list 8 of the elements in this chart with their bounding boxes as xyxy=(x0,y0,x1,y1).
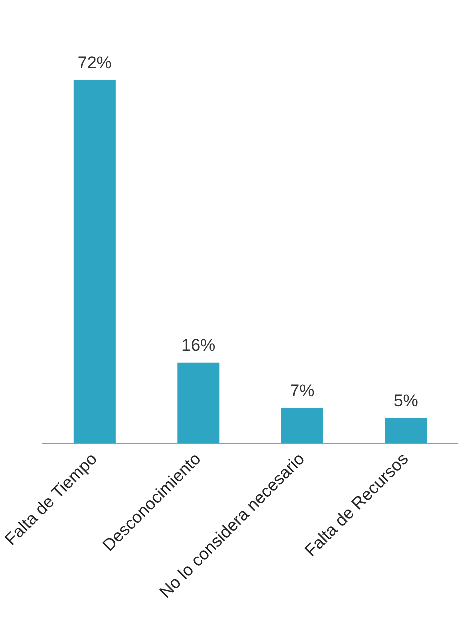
data-label: 5% xyxy=(394,392,418,411)
data-label: 7% xyxy=(290,381,315,400)
data-label: 72% xyxy=(78,54,112,73)
data-label: 16% xyxy=(182,336,216,356)
bar xyxy=(385,418,428,444)
bar xyxy=(281,408,324,444)
bar xyxy=(178,362,220,444)
bar xyxy=(74,80,116,444)
